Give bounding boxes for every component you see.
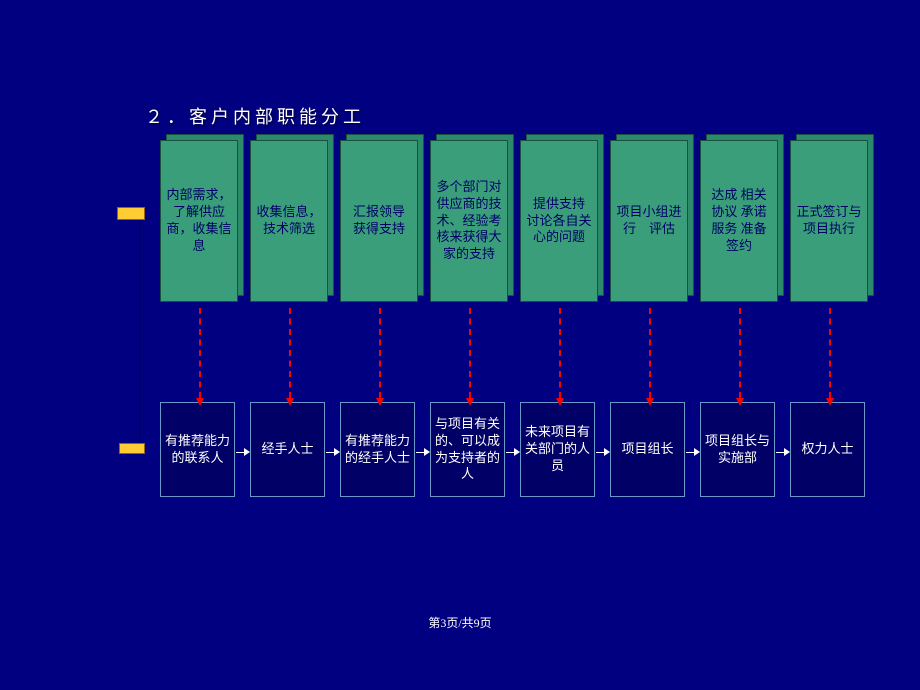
top-box-label: 汇报领导 获得支持 (340, 140, 418, 302)
top-box: 正式签订与项目执行 (790, 140, 868, 302)
horizontal-arrow-icon (596, 448, 610, 456)
top-box: 多个部门对供应商的技术、经验考核来获得大家的支持 (430, 140, 508, 302)
red-arrow (739, 308, 741, 398)
red-arrow-head-icon (646, 398, 654, 406)
top-box-label: 收集信息，技术筛选 (250, 140, 328, 302)
horizontal-arrow-icon (236, 448, 250, 456)
bottom-box: 项目组长 (610, 402, 685, 497)
red-arrow-head-icon (466, 398, 474, 406)
top-box: 汇报领导 获得支持 (340, 140, 418, 302)
slide-title: ２．客户内部职能分工 (145, 103, 365, 129)
red-arrow (649, 308, 651, 398)
top-box: 项目小组进行 评估 (610, 140, 688, 302)
yellow-marker-bottom (119, 443, 145, 454)
horizontal-arrow-icon (776, 448, 790, 456)
bottom-box: 未来项目有关部门的人员 (520, 402, 595, 497)
red-arrow (559, 308, 561, 398)
bottom-box: 与项目有关的、可以成为支持者的人 (430, 402, 505, 497)
red-arrow-head-icon (556, 398, 564, 406)
top-row: 内部需求，了解供应商，收集信息收集信息，技术筛选汇报领导 获得支持多个部门对供应… (160, 140, 868, 302)
top-box-label: 多个部门对供应商的技术、经验考核来获得大家的支持 (430, 140, 508, 302)
red-arrow-head-icon (826, 398, 834, 406)
horizontal-arrow-icon (416, 448, 430, 456)
horizontal-arrow-icon (506, 448, 520, 456)
top-box: 达成 相关协议 承诺服务 准备签约 (700, 140, 778, 302)
bottom-box: 项目组长与实施部 (700, 402, 775, 497)
horizontal-arrow-icon (686, 448, 700, 456)
top-box-label: 提供支持 讨论各自关心的问题 (520, 140, 598, 302)
red-arrow-head-icon (196, 398, 204, 406)
vertical-connector (139, 208, 141, 455)
red-arrow (199, 308, 201, 398)
red-arrow (469, 308, 471, 398)
page-number: 第3页/共9页 (0, 614, 920, 631)
top-box-label: 达成 相关协议 承诺服务 准备签约 (700, 140, 778, 302)
bottom-box: 经手人士 (250, 402, 325, 497)
red-arrow (379, 308, 381, 398)
bottom-box: 有推荐能力的经手人士 (340, 402, 415, 497)
yellow-marker-top (117, 207, 145, 220)
top-box: 提供支持 讨论各自关心的问题 (520, 140, 598, 302)
bottom-box: 有推荐能力的联系人 (160, 402, 235, 497)
bottom-box: 权力人士 (790, 402, 865, 497)
red-arrow-head-icon (286, 398, 294, 406)
red-arrow (289, 308, 291, 398)
red-arrow (829, 308, 831, 398)
top-box-label: 内部需求，了解供应商，收集信息 (160, 140, 238, 302)
top-box: 收集信息，技术筛选 (250, 140, 328, 302)
top-box-label: 项目小组进行 评估 (610, 140, 688, 302)
top-box-label: 正式签订与项目执行 (790, 140, 868, 302)
horizontal-arrow-icon (326, 448, 340, 456)
top-box: 内部需求，了解供应商，收集信息 (160, 140, 238, 302)
red-arrow-head-icon (376, 398, 384, 406)
red-arrow-head-icon (736, 398, 744, 406)
